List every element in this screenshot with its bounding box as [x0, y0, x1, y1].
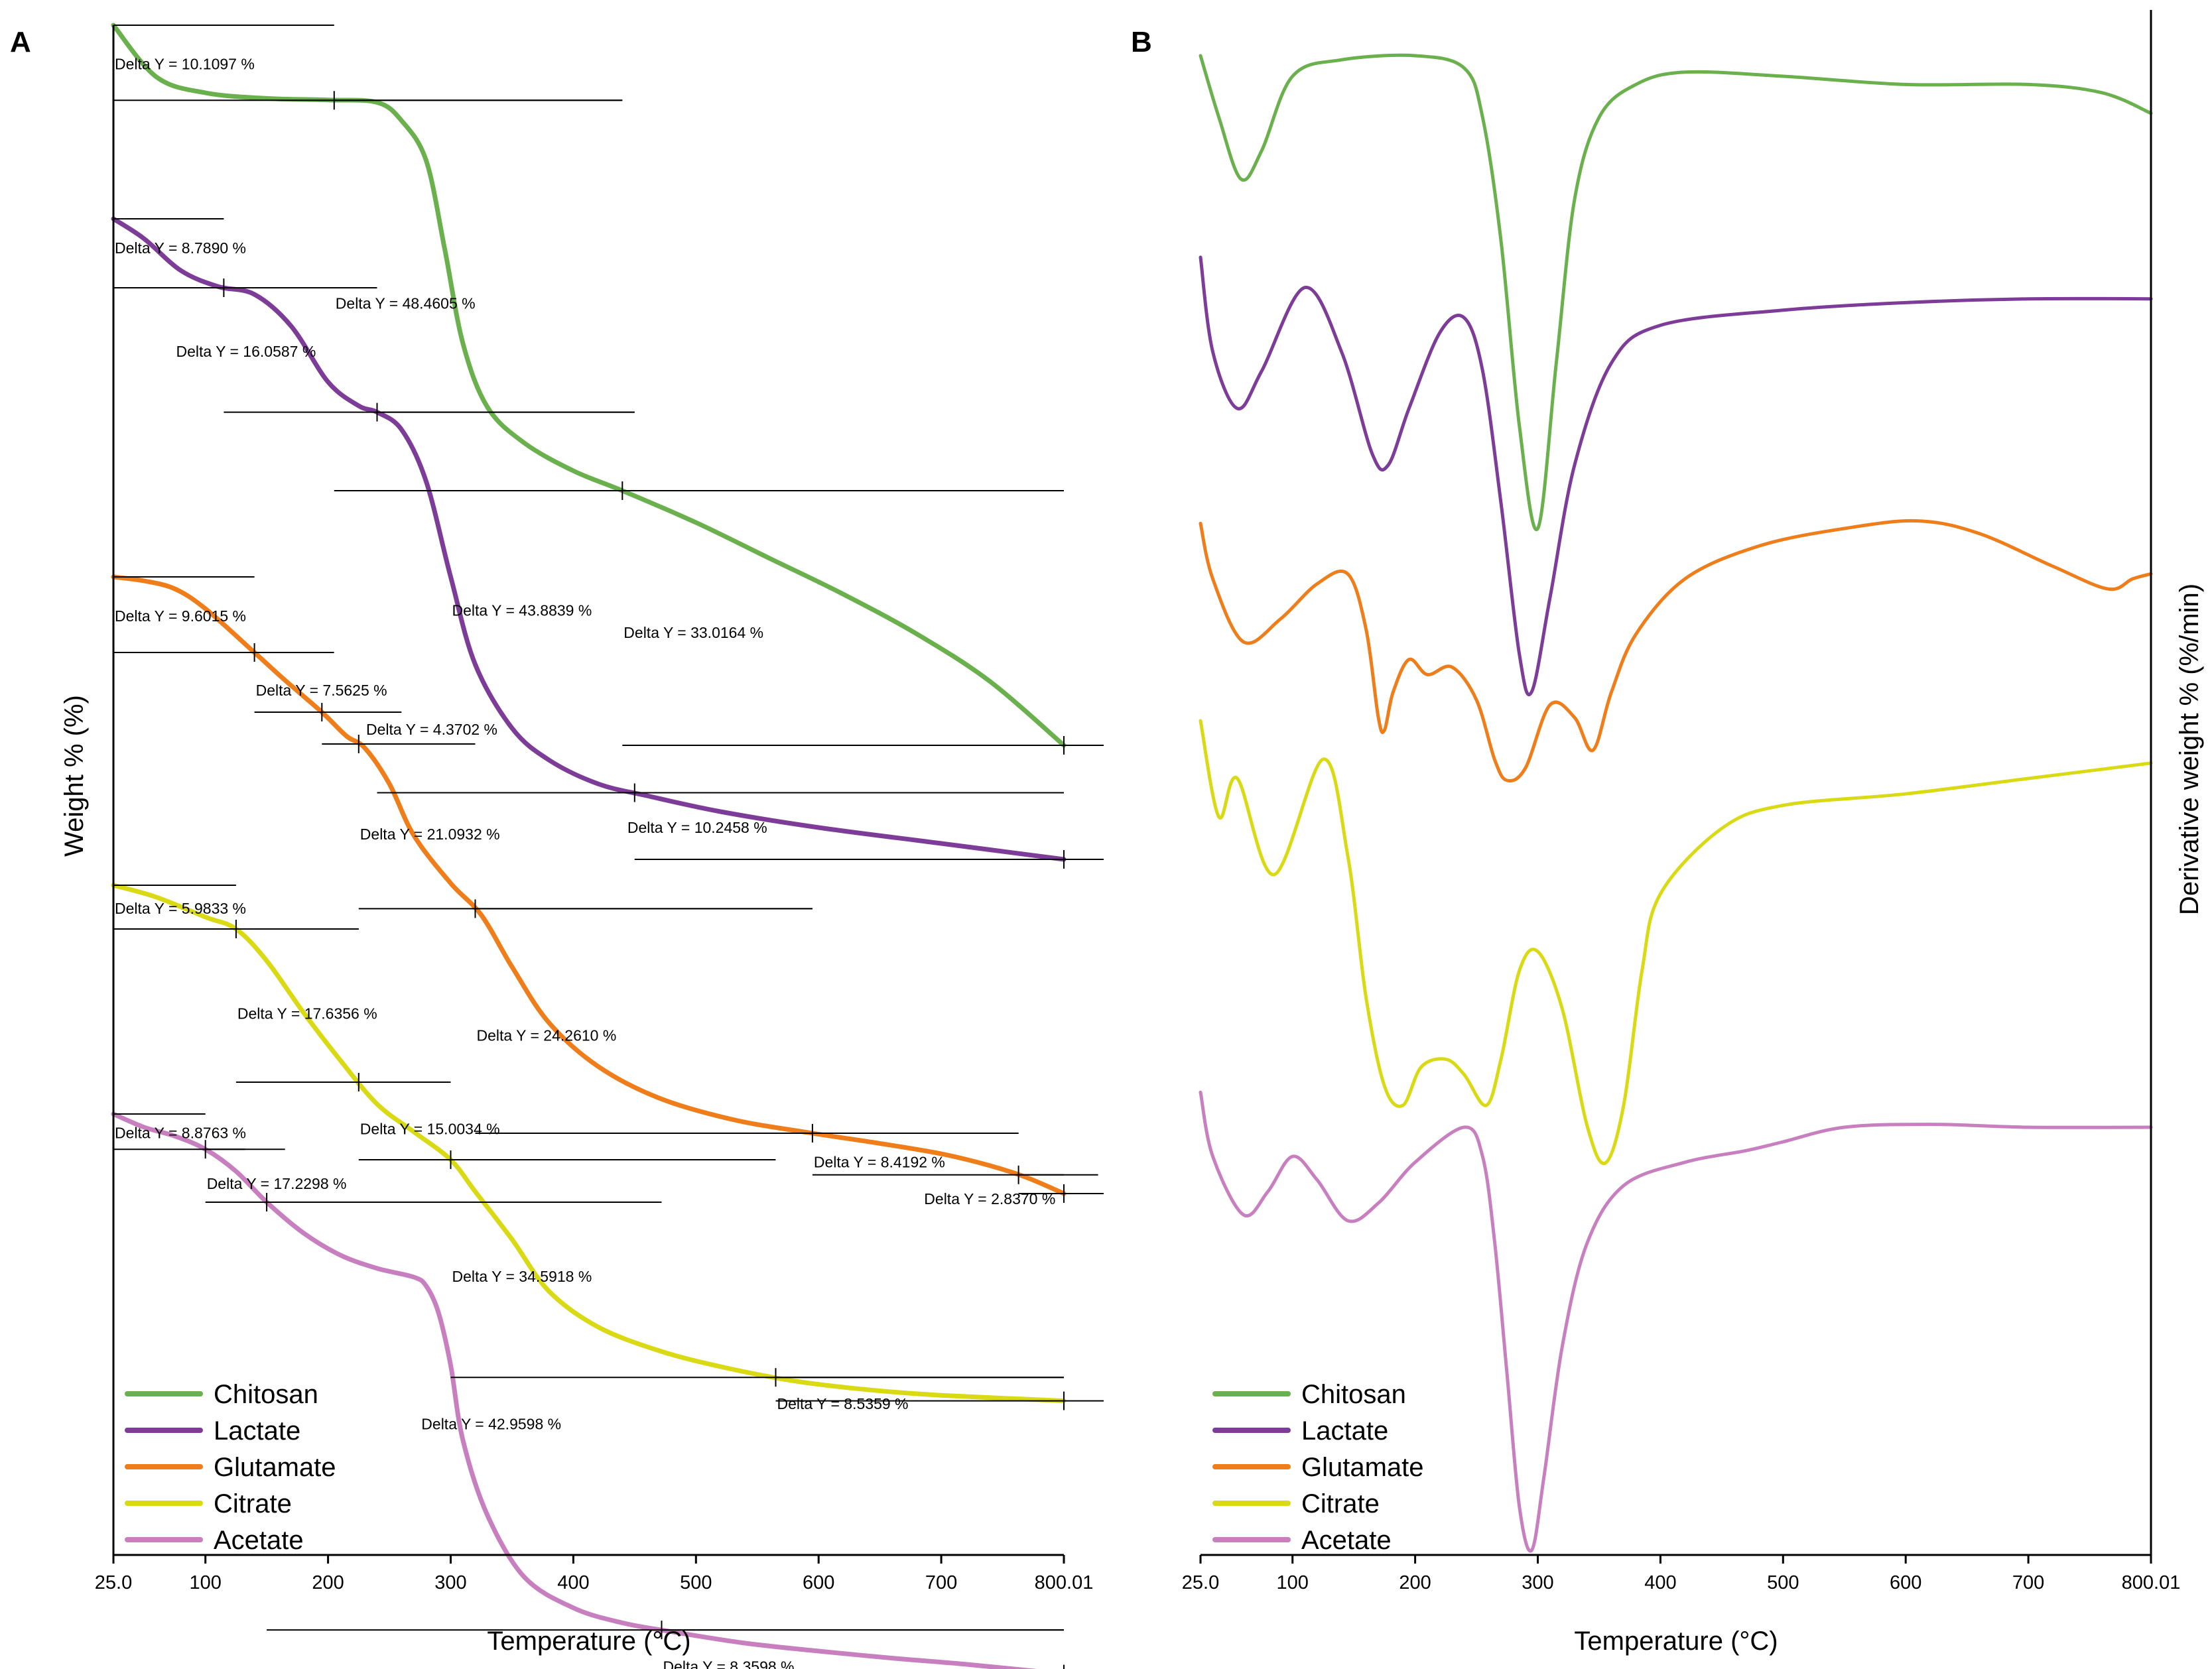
delta-y-label: Delta Y = 43.8839 %: [452, 602, 592, 619]
panel-a-x-tick-label: 800.01: [1035, 1572, 1094, 1593]
panel-a-x-tick-label: 25.0: [95, 1572, 132, 1593]
panel-b: 25.0 100 200 300 400 500 600 700 800.01 Temperat…: [1182, 10, 2204, 1656]
panel-a-curves: [111, 23, 1067, 1669]
delta-y-label: Delta Y = 16.0587 %: [176, 343, 316, 360]
panel-b-x-tick-label: 800.01: [2122, 1572, 2181, 1593]
panel-a-legend: Chitosan Lactate Glutamate Citrate Acetate: [125, 1380, 336, 1555]
panel-b-x-tick-label: 25.0: [1182, 1572, 1219, 1593]
panel-a-x-tick-label: 100: [190, 1572, 222, 1593]
panel-b-series-citrate: [1199, 719, 2153, 1166]
delta-y-label: Delta Y = 7.5625 %: [256, 682, 387, 699]
panel-a-x-ticks: 25.0 100 200 300 400 500 600 700 800.01: [95, 1555, 1094, 1593]
panel-a-legend-label-glutamate: Glutamate: [214, 1453, 336, 1482]
delta-y-label: Delta Y = 21.0932 %: [360, 826, 500, 843]
panel-b-series-acetate: [1199, 1090, 2153, 1553]
delta-y-label: Delta Y = 10.1097 %: [115, 56, 255, 73]
delta-y-label: Delta Y = 4.3702 %: [366, 721, 497, 738]
panel-b-x-tick-label: 300: [1522, 1572, 1553, 1593]
delta-y-label: Delta Y = 33.0164 %: [623, 624, 763, 641]
delta-y-label: Delta Y = 17.6356 %: [237, 1005, 377, 1022]
delta-y-label: Delta Y = 2.8370 %: [924, 1190, 1055, 1207]
panel-a-legend-label-acetate: Acetate: [214, 1526, 304, 1555]
panel-a-x-tick-label: 700: [925, 1572, 957, 1593]
panel-a-x-tick-label: 400: [557, 1572, 589, 1593]
panel-b-legend-label-lactate: Lactate: [1301, 1416, 1388, 1446]
panel-a-legend-label-citrate: Citrate: [214, 1489, 292, 1518]
panel-b-x-tick-label: 500: [1767, 1572, 1799, 1593]
panel-a-series-lactate: [111, 216, 1067, 862]
panel-a-x-tick-label: 600: [803, 1572, 834, 1593]
panel-b-x-tick-label: 200: [1399, 1572, 1431, 1593]
panel-b-letter: B: [1131, 26, 1152, 58]
panel-a-legend-label-lactate: Lactate: [214, 1416, 300, 1446]
panel-b-series-glutamate: [1199, 519, 2153, 783]
panel-b-x-tick-label: 600: [1890, 1572, 1921, 1593]
panel-a-series-acetate: [111, 1111, 1037, 1669]
delta-y-label: Delta Y = 8.8763 %: [115, 1125, 246, 1142]
panel-a-annotations: Delta Y = 10.1097 % Delta Y = 48.4605 % De…: [113, 25, 1104, 1669]
delta-y-label: Delta Y = 8.5359 %: [777, 1395, 909, 1412]
delta-y-label: Delta Y = 8.7890 %: [115, 239, 246, 257]
panel-a-series-glutamate: [111, 574, 1067, 1196]
panel-b-legend-label-glutamate: Glutamate: [1301, 1453, 1424, 1482]
delta-y-label: Delta Y = 24.2610 %: [477, 1027, 617, 1044]
panel-b-x-tick-label: 700: [2012, 1572, 2044, 1593]
panel-a-x-tick-label: 500: [680, 1572, 712, 1593]
panel-b-x-axis-title: Temperature (°C): [1574, 1627, 1778, 1656]
panel-b-curves: [1199, 53, 2153, 1553]
panel-b-legend-label-citrate: Citrate: [1301, 1489, 1380, 1518]
panel-a: Delta Y = 10.1097 % Delta Y = 48.4605 % De…: [60, 23, 1104, 1669]
panel-b-legend-label-acetate: Acetate: [1301, 1526, 1392, 1555]
panel-b-y-axis-title: Derivative weight % (%/min): [2175, 584, 2204, 915]
panel-b-series-chitosan: [1199, 53, 2153, 532]
panel-b-series-lactate: [1199, 255, 2153, 697]
panel-b-legend-label-chitosan: Chitosan: [1301, 1380, 1406, 1409]
delta-y-label: Delta Y = 17.2298 %: [207, 1175, 347, 1192]
panel-b-legend: Chitosan Lactate Glutamate Citrate Acetate: [1212, 1380, 1424, 1555]
delta-y-label: Delta Y = 34.5918 %: [452, 1268, 592, 1285]
delta-y-label: Delta Y = 42.9598 %: [421, 1416, 561, 1433]
delta-y-label: Delta Y = 9.6015 %: [115, 607, 246, 625]
delta-y-label: Delta Y = 10.2458 %: [627, 819, 767, 836]
panel-a-x-tick-label: 300: [434, 1572, 466, 1593]
panel-a-y-axis-title: Weight % (%): [60, 695, 89, 857]
panel-a-series-chitosan: [111, 23, 1067, 748]
delta-y-label: Delta Y = 5.9833 %: [115, 900, 246, 917]
delta-y-label: Delta Y = 48.4605 %: [336, 295, 476, 312]
panel-a-letter: A: [10, 26, 31, 58]
delta-y-label: Delta Y = 15.0034 %: [360, 1121, 500, 1138]
delta-y-label: Delta Y = 8.4192 %: [814, 1153, 945, 1170]
panel-a-series-citrate: [111, 883, 1067, 1404]
delta-y-label: Delta Y = 8.3598 %: [663, 1658, 795, 1669]
panel-b-x-tick-label: 100: [1277, 1572, 1309, 1593]
panel-a-x-axis-title: Temperature (°C): [487, 1627, 690, 1656]
panel-a-legend-label-chitosan: Chitosan: [214, 1380, 318, 1409]
panel-b-x-ticks: 25.0 100 200 300 400 500 600 700 800.01: [1182, 1555, 2181, 1593]
panel-a-x-tick-label: 200: [312, 1572, 344, 1593]
panel-b-x-tick-label: 400: [1644, 1572, 1676, 1593]
